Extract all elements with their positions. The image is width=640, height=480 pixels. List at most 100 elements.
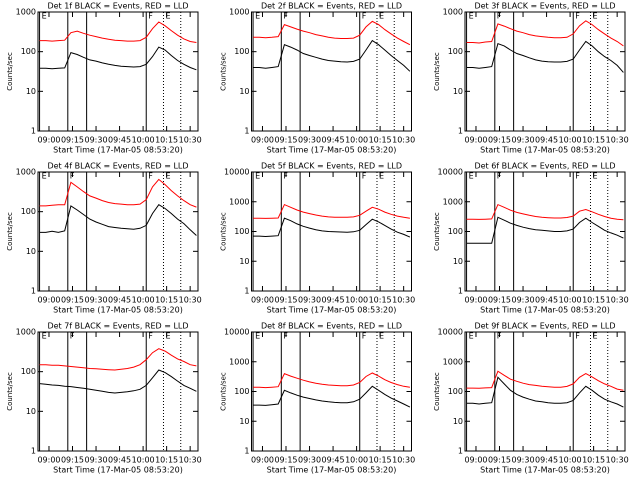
- x-tick-label: 09:45: [322, 456, 345, 465]
- x-tick-label: 09:00: [464, 456, 487, 465]
- series-line: [253, 20, 411, 46]
- y-tick-label: 100: [234, 227, 249, 236]
- plot-frame: [464, 171, 626, 292]
- x-tick-label: 09:15: [61, 136, 84, 145]
- x-tick-label: 10:00: [132, 296, 155, 305]
- y-axis-label: Counts/sec: [6, 52, 14, 91]
- x-axis-label: Start Time (17-Mar-05 08:53:20): [53, 466, 183, 475]
- chart-title: Det 2f BLACK = Events, RED = LLD: [261, 2, 402, 11]
- y-tick-label: 100: [234, 387, 249, 396]
- x-tick-label: 09:00: [251, 456, 274, 465]
- y-axis-label: Counts/sec: [433, 212, 441, 251]
- x-tick-label: 09:15: [488, 296, 511, 305]
- event-marker-label: E: [42, 172, 47, 181]
- event-marker-label: F: [70, 332, 75, 341]
- plot-frame: [37, 11, 199, 132]
- event-marker-label: E: [379, 172, 384, 181]
- x-tick-label: 10:15: [155, 136, 178, 145]
- x-axis-label: Start Time (17-Mar-05 08:53:20): [53, 306, 183, 315]
- event-marker-label: E: [469, 172, 474, 181]
- event-marker-label: F: [70, 172, 75, 181]
- plot-frame: [251, 11, 412, 132]
- event-marker-label: E: [42, 12, 47, 21]
- series-line: [466, 376, 624, 408]
- event-marker-label: F: [575, 12, 580, 21]
- chart-title: Det 7f BLACK = Events, RED = LLD: [47, 322, 188, 331]
- x-tick-label: 10:15: [369, 136, 392, 145]
- x-tick-label: 09:00: [251, 136, 274, 145]
- x-tick-label: 09:45: [535, 136, 558, 145]
- x-tick-label: 10:30: [392, 296, 415, 305]
- chart-title: Det 3f BLACK = Events, RED = LLD: [474, 2, 615, 11]
- x-tick-label: 10:30: [606, 136, 629, 145]
- event-marker-label: F: [497, 12, 502, 21]
- x-tick-label: 10:30: [392, 456, 415, 465]
- series-line: [466, 370, 624, 391]
- x-tick-label: 09:30: [512, 136, 535, 145]
- chart-title: Det 5f BLACK = Events, RED = LLD: [261, 162, 402, 171]
- x-tick-label: 09:00: [251, 296, 274, 305]
- x-tick-label: 10:15: [369, 296, 392, 305]
- event-marker-label: E: [469, 332, 474, 341]
- y-tick-label: 1: [31, 127, 36, 136]
- event-marker-label: F: [148, 12, 153, 21]
- series-line: [253, 385, 411, 408]
- x-tick-label: 09:45: [322, 136, 345, 145]
- series-line: [39, 348, 197, 371]
- y-axis-label: Counts/sec: [220, 52, 228, 91]
- event-marker-label: F: [362, 12, 367, 21]
- x-tick-label: 09:00: [464, 136, 487, 145]
- x-tick-label: 10:00: [559, 136, 582, 145]
- y-axis-label: Counts/sec: [6, 212, 14, 251]
- y-tick-label: 1: [458, 287, 463, 296]
- y-tick-label: 10: [26, 247, 36, 256]
- y-tick-label: 1: [458, 127, 463, 136]
- x-tick-label: 10:30: [179, 296, 202, 305]
- event-marker-label: F: [362, 332, 367, 341]
- y-tick-label: 10: [453, 87, 463, 96]
- x-tick-label: 09:15: [274, 456, 297, 465]
- event-marker-label: F: [283, 172, 288, 181]
- x-tick-label: 09:30: [85, 296, 108, 305]
- y-tick-label: 1: [31, 287, 36, 296]
- y-tick-label: 100: [21, 47, 36, 56]
- x-tick-label: 10:15: [155, 456, 178, 465]
- x-tick-label: 09:30: [512, 456, 535, 465]
- y-tick-label: 10: [26, 407, 36, 416]
- x-axis-label: Start Time (17-Mar-05 08:53:20): [267, 146, 397, 155]
- series-line: [466, 203, 624, 221]
- x-tick-label: 10:15: [582, 456, 605, 465]
- series-line: [39, 178, 197, 208]
- event-marker-label: E: [165, 332, 170, 341]
- x-tick-label: 09:15: [61, 296, 84, 305]
- y-tick-label: 10: [453, 417, 463, 426]
- x-tick-label: 09:45: [322, 296, 345, 305]
- series-line: [466, 40, 624, 73]
- y-tick-label: 100: [21, 367, 36, 376]
- event-marker-label: E: [592, 332, 597, 341]
- y-tick-label: 100: [448, 47, 463, 56]
- y-tick-label: 10: [239, 417, 249, 426]
- y-tick-label: 10: [239, 87, 249, 96]
- series-line: [39, 369, 197, 394]
- x-tick-label: 09:45: [108, 456, 131, 465]
- x-tick-label: 09:15: [274, 136, 297, 145]
- x-tick-label: 10:15: [155, 296, 178, 305]
- x-tick-label: 09:45: [535, 456, 558, 465]
- y-tick-label: 100: [234, 47, 249, 56]
- y-tick-label: 10000: [438, 168, 463, 177]
- y-tick-label: 1000: [229, 357, 249, 366]
- event-marker-label: F: [283, 12, 288, 21]
- event-marker-label: F: [575, 332, 580, 341]
- y-tick-label: 1000: [443, 197, 463, 206]
- x-tick-label: 09:45: [108, 136, 131, 145]
- chart-title: Det 8f BLACK = Events, RED = LLD: [261, 322, 402, 331]
- x-tick-label: 09:30: [298, 296, 321, 305]
- plot-frame: [37, 171, 199, 292]
- event-marker-label: F: [148, 172, 153, 181]
- series-line: [253, 372, 410, 389]
- x-axis-label: Start Time (17-Mar-05 08:53:20): [267, 466, 397, 475]
- x-axis-label: Start Time (17-Mar-05 08:53:20): [267, 306, 397, 315]
- x-axis-label: Start Time (17-Mar-05 08:53:20): [480, 306, 610, 315]
